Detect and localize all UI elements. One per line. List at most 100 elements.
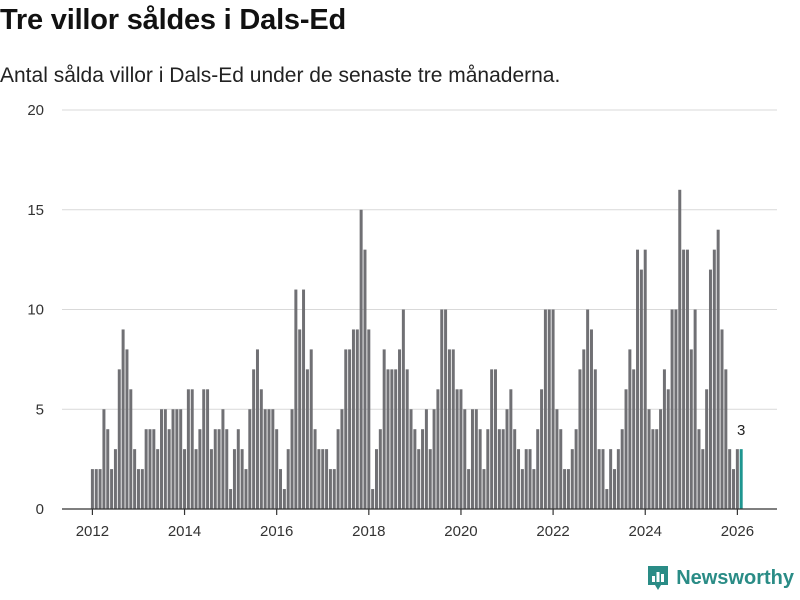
bar xyxy=(532,469,536,509)
bar xyxy=(678,189,682,510)
bar xyxy=(463,409,467,509)
bar xyxy=(421,429,425,509)
bar xyxy=(167,429,171,509)
y-tick-label: 20 xyxy=(27,102,44,119)
bar xyxy=(328,469,332,509)
y-tick-label: 10 xyxy=(27,302,44,319)
chart-subtitle: Antal sålda villor i Dals-Ed under de se… xyxy=(0,64,561,87)
bar xyxy=(524,449,528,509)
bar xyxy=(609,449,613,509)
bar xyxy=(313,429,317,509)
bar xyxy=(517,449,521,509)
bar xyxy=(582,349,586,509)
bar xyxy=(417,449,421,509)
bar xyxy=(428,449,432,509)
bar xyxy=(574,429,578,509)
bar xyxy=(520,469,524,509)
bar xyxy=(348,349,352,509)
bar xyxy=(470,409,474,509)
bar xyxy=(505,409,509,509)
chart-title: Tre villor såldes i Dals-Ed xyxy=(0,4,346,36)
bar xyxy=(401,309,405,509)
bar xyxy=(651,429,655,509)
bar xyxy=(605,489,609,509)
bar xyxy=(351,329,355,509)
bar xyxy=(467,469,471,509)
bar xyxy=(616,449,620,509)
x-tick-label: 2024 xyxy=(629,523,662,540)
bar xyxy=(613,469,616,509)
bar xyxy=(501,429,505,509)
bar xyxy=(309,349,313,509)
bar xyxy=(666,389,670,509)
bar xyxy=(190,389,194,509)
bar xyxy=(536,429,540,509)
bar xyxy=(305,369,309,509)
bar xyxy=(624,389,628,509)
bar xyxy=(662,369,666,509)
bar xyxy=(459,389,463,509)
bar xyxy=(232,449,236,509)
bar xyxy=(589,329,593,509)
bar xyxy=(94,469,98,509)
bar xyxy=(424,409,428,509)
bar xyxy=(344,349,348,509)
bar xyxy=(563,469,567,509)
brand-name: Newsworthy xyxy=(676,566,794,589)
bar xyxy=(586,309,590,509)
bar xyxy=(382,349,386,509)
bar xyxy=(478,429,482,509)
bar xyxy=(440,309,444,509)
bar xyxy=(659,409,663,509)
newsworthy-logo-icon xyxy=(648,566,669,590)
bar xyxy=(474,409,478,509)
bar xyxy=(340,409,344,509)
bar xyxy=(555,409,559,509)
bar xyxy=(125,349,129,509)
bar xyxy=(133,449,137,509)
bar xyxy=(298,329,302,509)
bar xyxy=(559,429,563,509)
bar xyxy=(551,309,555,509)
bar xyxy=(271,409,275,509)
bar xyxy=(267,409,271,509)
bar xyxy=(540,389,544,509)
bar xyxy=(705,389,709,509)
bar xyxy=(317,449,321,509)
bar xyxy=(206,389,210,509)
bar xyxy=(252,369,256,509)
bar xyxy=(183,449,187,509)
bar xyxy=(398,349,402,509)
y-tick-label: 15 xyxy=(27,202,44,219)
bar xyxy=(371,489,375,509)
bar xyxy=(213,429,217,509)
y-tick-label: 0 xyxy=(36,501,44,518)
bar xyxy=(202,389,206,509)
x-tick-label: 2012 xyxy=(76,523,109,540)
bar xyxy=(689,349,693,509)
bar xyxy=(486,429,490,509)
bar xyxy=(597,449,601,509)
bar xyxy=(674,309,678,509)
bar xyxy=(655,429,659,509)
bar xyxy=(566,469,570,509)
bar xyxy=(670,309,674,509)
bar xyxy=(682,249,686,509)
bar xyxy=(156,449,160,509)
data-label: 3 xyxy=(737,422,745,439)
bar xyxy=(451,349,455,509)
bar xyxy=(643,249,647,509)
x-tick-label: 2014 xyxy=(168,523,201,540)
bar xyxy=(240,449,244,509)
bar xyxy=(386,369,390,509)
bar xyxy=(378,429,382,509)
bar xyxy=(332,469,336,509)
bar xyxy=(290,409,294,509)
brand-logo: Newsworthy xyxy=(646,564,794,592)
bar xyxy=(716,229,720,509)
bar xyxy=(221,409,225,509)
bar xyxy=(482,469,486,509)
bar xyxy=(409,409,413,509)
bar xyxy=(639,269,643,509)
